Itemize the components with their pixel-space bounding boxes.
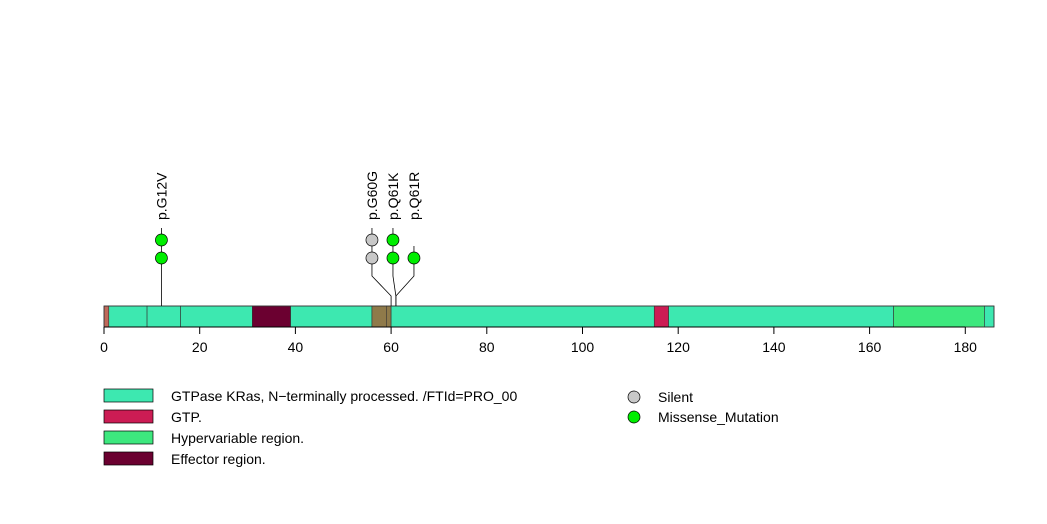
x-tick-label: 120 bbox=[667, 339, 691, 355]
domain-segment bbox=[668, 305, 894, 328]
x-tick-label: 180 bbox=[954, 339, 978, 355]
mutation-points bbox=[155, 233, 421, 265]
domain-segment bbox=[653, 305, 669, 328]
domain-segment bbox=[371, 305, 387, 328]
domain-segment bbox=[252, 305, 291, 328]
domain-segment bbox=[180, 305, 253, 328]
legend-label: GTP. bbox=[171, 409, 202, 425]
mutation-point bbox=[365, 233, 379, 247]
legend-swatch bbox=[103, 451, 154, 466]
legend-label: Hypervariable region. bbox=[171, 430, 304, 446]
legend-point bbox=[627, 390, 641, 404]
domain-segment bbox=[390, 305, 655, 328]
domain-segment bbox=[146, 305, 181, 328]
legend-label: Silent bbox=[658, 389, 693, 405]
mutation-label: p.G12V bbox=[153, 172, 169, 220]
mutation-stem bbox=[392, 258, 397, 306]
protein-domain-track bbox=[103, 305, 995, 328]
mutation-point bbox=[155, 233, 168, 247]
legend-label: GTPase KRas, N−terminally processed. /FT… bbox=[171, 388, 517, 404]
x-tick-label: 60 bbox=[383, 339, 399, 355]
region-legend: GTPase KRas, N−terminally processed. /FT… bbox=[103, 388, 517, 467]
x-axis: 0 20 40 60 80 100 120 140 160 180 bbox=[100, 326, 978, 355]
x-tick-label: 40 bbox=[288, 339, 304, 355]
domain-segment bbox=[984, 305, 995, 328]
domain-segment bbox=[103, 305, 110, 328]
mutation-label: p.G60G bbox=[364, 171, 380, 220]
legend-swatch bbox=[103, 430, 154, 445]
x-tick-label: 80 bbox=[479, 339, 495, 355]
x-tick-label: 140 bbox=[762, 339, 786, 355]
legend-swatch bbox=[103, 388, 154, 403]
x-tick-label: 100 bbox=[571, 339, 595, 355]
mutation-type-legend: Silent Missense_Mutation bbox=[627, 389, 779, 425]
domain-segment bbox=[386, 305, 392, 328]
x-tick-label: 20 bbox=[192, 339, 208, 355]
mutation-label: p.Q61K bbox=[385, 172, 401, 220]
legend-label: Effector region. bbox=[171, 451, 266, 467]
mutation-point bbox=[407, 251, 421, 265]
domain-segment bbox=[108, 305, 148, 328]
legend-point bbox=[627, 410, 641, 424]
mutation-point bbox=[386, 251, 400, 265]
legend-label: Missense_Mutation bbox=[658, 409, 779, 425]
domain-segment bbox=[893, 305, 985, 328]
mutation-point bbox=[386, 233, 400, 247]
mutation-point bbox=[365, 251, 379, 265]
mutation-labels: p.G12V p.G60G p.Q61K p.Q61R bbox=[153, 171, 422, 220]
legend-swatch bbox=[103, 409, 154, 424]
x-tick-label: 0 bbox=[100, 339, 108, 355]
domain-segment bbox=[290, 305, 373, 328]
mutation-label: p.Q61R bbox=[406, 172, 422, 220]
x-tick-label: 160 bbox=[858, 339, 882, 355]
mutation-point bbox=[155, 251, 168, 265]
mutation-stem bbox=[395, 258, 415, 306]
mutation-stem bbox=[371, 258, 392, 306]
